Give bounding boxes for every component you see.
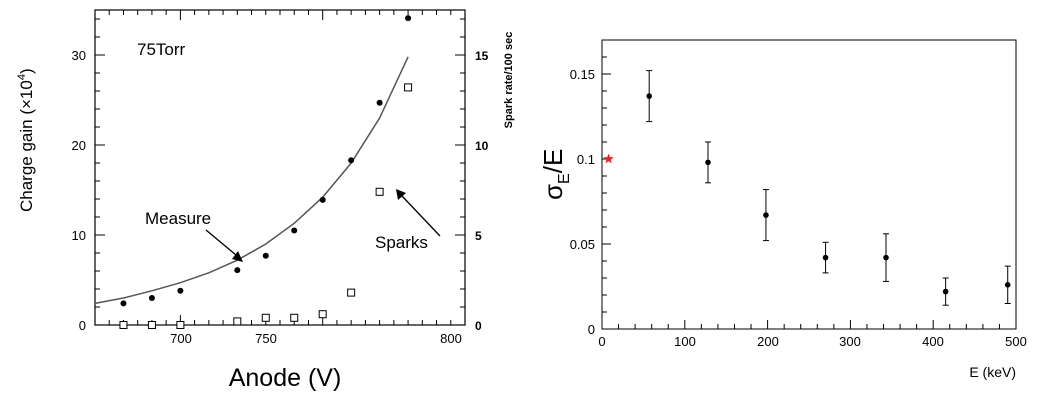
measure-arrow — [206, 230, 236, 255]
left-data-points — [120, 15, 412, 328]
pressure-label: 75Torr — [137, 40, 186, 59]
right-data-points — [603, 71, 1010, 306]
right-x-tick-label: 100 — [674, 334, 696, 349]
right-y-tick-label: 0.1 — [577, 152, 595, 167]
right-y-tick-label: 0 — [588, 322, 595, 337]
spark-point — [348, 289, 355, 296]
gain-point — [149, 295, 155, 301]
right-y-tick-label: 0.15 — [570, 67, 595, 82]
gain-point — [320, 197, 326, 203]
sparks-label: Sparks — [375, 233, 428, 252]
right-y-tick-label: 0.05 — [570, 237, 595, 252]
right-y-tick-label: 0 — [475, 319, 482, 333]
right-x-tick-label: 0 — [598, 334, 605, 349]
resolution-point — [705, 160, 711, 166]
resolution-point — [883, 255, 889, 261]
right-chart: 0 100 200 300 400 500 0 0.05 0.1 0.15 σE… — [538, 40, 1027, 380]
gain-point — [377, 100, 383, 106]
right-y-tick-label: 10 — [475, 139, 489, 153]
gain-point — [405, 15, 411, 21]
resolution-point — [823, 255, 829, 261]
sparks-arrow — [402, 196, 440, 236]
left-y-tick-label: 10 — [72, 228, 86, 243]
left-y-axis-label: Charge gain (×104) — [16, 68, 36, 212]
right-x-tick-label: 200 — [757, 334, 779, 349]
red-star-marker — [603, 154, 614, 164]
gain-point — [177, 288, 183, 294]
right-axis-ticks — [602, 40, 1016, 329]
left-y-tick-label: 20 — [72, 138, 86, 153]
left-y-tick-label: 30 — [72, 48, 86, 63]
resolution-point — [646, 93, 652, 99]
energy-x-axis-label: E (keV) — [969, 364, 1016, 380]
right-plot-frame — [602, 40, 1016, 329]
resolution-point — [763, 212, 769, 218]
right-y-tick-label: 15 — [475, 49, 489, 63]
resolution-point — [1005, 282, 1011, 288]
right-y-tick-label: 5 — [475, 229, 482, 243]
spark-point — [376, 188, 383, 195]
spark-point — [120, 322, 127, 329]
resolution-point — [943, 289, 949, 295]
left-x-axis-label: Anode (V) — [229, 364, 342, 392]
gain-point — [120, 300, 126, 306]
gain-point — [348, 157, 354, 163]
spark-point — [148, 322, 155, 329]
right-x-tick-label: 300 — [839, 334, 861, 349]
gain-fit-line — [95, 57, 408, 304]
spark-point — [262, 314, 269, 321]
left-fit-curve — [95, 57, 408, 304]
left-x-tick-label: 800 — [440, 331, 462, 346]
gain-point — [291, 228, 297, 234]
left-y-tick-label: 0 — [79, 318, 86, 333]
spark-point — [319, 311, 326, 318]
spark-point — [234, 318, 241, 325]
gain-point — [234, 267, 240, 273]
spark-point — [405, 84, 412, 91]
measure-label: Measure — [145, 209, 211, 228]
right-x-tick-label: 400 — [922, 334, 944, 349]
left-x-tick-label: 750 — [255, 331, 277, 346]
gain-point — [263, 253, 269, 259]
right-y-axis-label: Spark rate/100 sec — [503, 32, 515, 129]
left-chart: 700 750 800 0 10 20 30 0 5 10 15 Charge … — [16, 10, 515, 392]
spark-point — [177, 322, 184, 329]
right-x-tick-label: 500 — [1005, 334, 1027, 349]
left-x-tick-label: 700 — [170, 331, 192, 346]
spark-point — [291, 314, 298, 321]
sigma-y-axis-label: σE/E — [538, 149, 573, 200]
